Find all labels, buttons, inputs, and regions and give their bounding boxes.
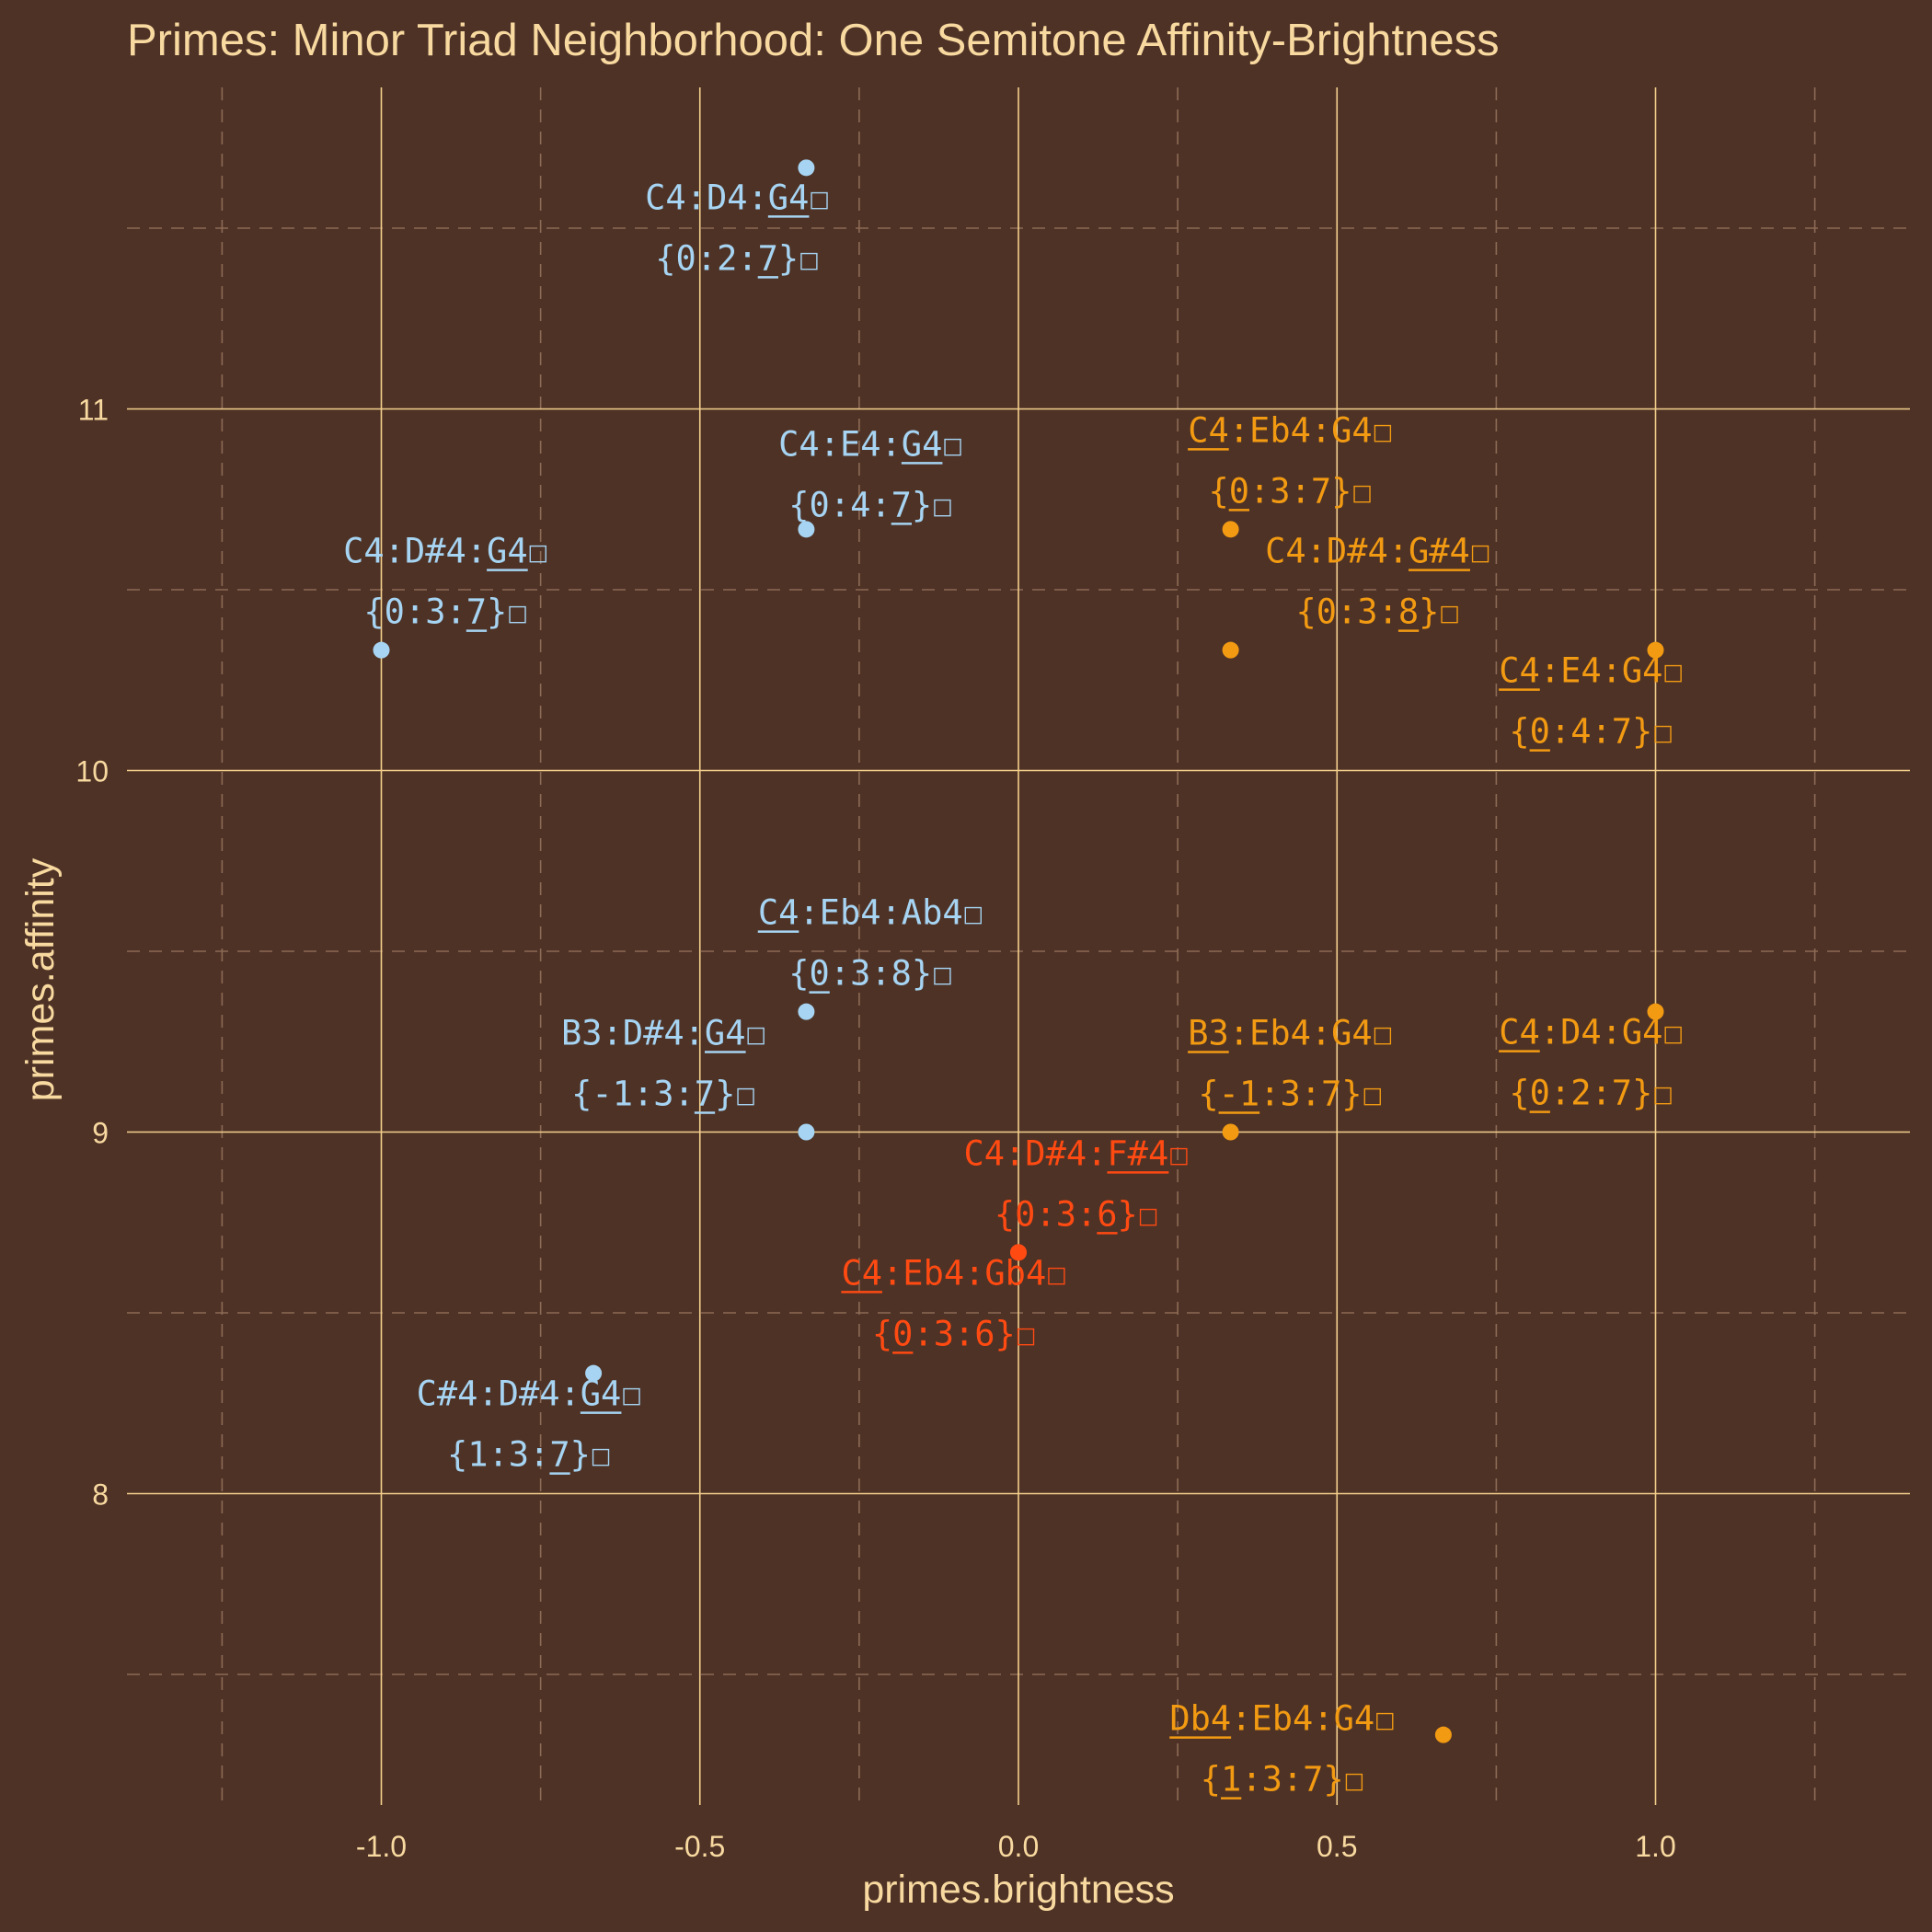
- point-label: {1:3:7}☐: [447, 1435, 611, 1475]
- point-label: C4:Eb4:Ab4☐: [758, 893, 983, 933]
- y-tick-label: 9: [92, 1117, 109, 1150]
- x-tick-label: -0.5: [674, 1830, 725, 1863]
- point-label: C4:D4:G4☐: [645, 178, 829, 217]
- data-point: [1647, 641, 1664, 659]
- point-label: C4:E4:G4☐: [778, 424, 962, 464]
- point-label: Db4:Eb4:G4☐: [1169, 1699, 1395, 1739]
- data-points: [373, 159, 1664, 1743]
- point-label: B3:Eb4:G4☐: [1188, 1014, 1393, 1053]
- point-label: C4:E4:G4☐: [1499, 651, 1683, 691]
- x-axis-title: primes.brightness: [862, 1868, 1174, 1912]
- point-label: C4:Eb4:Gb4☐: [841, 1253, 1066, 1293]
- point-label: {0:3:6}☐: [872, 1314, 1036, 1353]
- data-point: [1434, 1726, 1452, 1743]
- x-tick-label: -1.0: [356, 1830, 407, 1863]
- data-point: [585, 1364, 603, 1382]
- point-label: {-1:3:7}☐: [571, 1075, 755, 1114]
- point-label: {0:3:7}☐: [1208, 471, 1372, 511]
- y-tick-label: 10: [75, 755, 109, 788]
- data-point: [798, 1003, 815, 1020]
- y-axis-title: primes.affinity: [18, 857, 63, 1101]
- point-labels: C4:D4:G4☐ {0:2:7}☐ C4:E4:G4☐ {0:4:7}☐ C4:D#4…: [343, 178, 1684, 1800]
- point-label: {0:3:6}☐: [995, 1194, 1158, 1234]
- point-label: {0:3:7}☐: [363, 592, 527, 632]
- major-gridlines: [127, 87, 1910, 1805]
- point-label: {0:2:7}☐: [1509, 1074, 1673, 1113]
- data-point: [373, 641, 390, 659]
- y-tick-label: 8: [92, 1478, 109, 1512]
- data-point: [1010, 1244, 1027, 1261]
- point-label: B3:D#4:G4☐: [561, 1014, 766, 1053]
- x-tick-label: 1.0: [1635, 1830, 1675, 1863]
- data-point: [1647, 1003, 1664, 1020]
- point-label: {-1:3:7}☐: [1198, 1075, 1382, 1114]
- point-label: {0:4:7}☐: [1509, 712, 1673, 752]
- point-label: C4:D#4:G#4☐: [1265, 532, 1490, 571]
- data-point: [1222, 1123, 1239, 1141]
- tick-labels: -1.0 -0.5 0.0 0.5 1.0 8 9 10 11: [75, 394, 1675, 1864]
- point-label: C#4:D#4:G4☐: [417, 1374, 642, 1414]
- point-label: C4:D#4:G4☐: [343, 532, 548, 571]
- point-label: {0:4:7}☐: [788, 485, 952, 524]
- point-label: {1:3:7}☐: [1201, 1760, 1364, 1800]
- y-tick-label: 11: [78, 394, 109, 427]
- point-label: {0:2:7}☐: [655, 238, 819, 278]
- point-label: {0:3:8}☐: [1295, 592, 1459, 632]
- point-label: {0:3:8}☐: [788, 954, 952, 994]
- chart-title: Primes: Minor Triad Neighborhood: One Se…: [127, 16, 1500, 65]
- data-point: [798, 159, 815, 177]
- data-point: [1222, 521, 1239, 538]
- x-tick-label: 0.0: [998, 1830, 1039, 1863]
- data-point: [798, 521, 815, 538]
- data-point: [1222, 641, 1239, 659]
- x-tick-label: 0.5: [1317, 1830, 1357, 1863]
- point-label: C4:D4:G4☐: [1499, 1013, 1683, 1052]
- point-label: C4:D#4:F#4☐: [963, 1133, 1189, 1173]
- data-point: [798, 1123, 815, 1141]
- point-label: C4:Eb4:G4☐: [1188, 410, 1393, 450]
